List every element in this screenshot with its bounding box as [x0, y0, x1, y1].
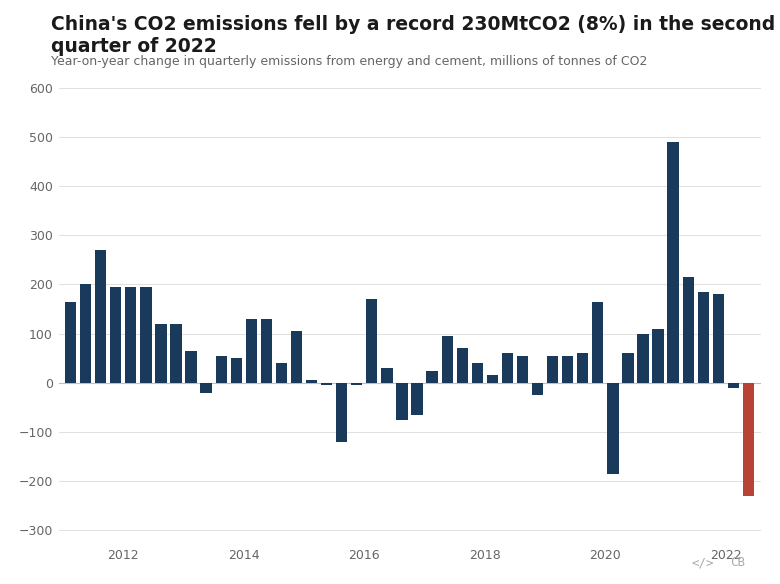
Bar	[140, 287, 151, 383]
Bar	[80, 284, 91, 383]
Bar	[215, 356, 227, 383]
Bar	[291, 331, 302, 383]
Bar	[65, 302, 76, 383]
Text: </>: </>	[691, 557, 714, 569]
Bar	[577, 353, 588, 383]
Bar	[743, 383, 754, 496]
Bar	[682, 277, 694, 383]
Bar	[547, 356, 558, 383]
Bar	[200, 383, 212, 392]
Bar	[728, 383, 739, 388]
Bar	[713, 294, 724, 383]
Bar	[668, 142, 679, 383]
Text: Year-on-year change in quarterly emissions from energy and cement, millions of t: Year-on-year change in quarterly emissio…	[51, 55, 647, 68]
Bar	[276, 363, 287, 383]
Bar	[622, 353, 633, 383]
Bar	[592, 302, 604, 383]
Bar	[427, 370, 438, 383]
Bar	[502, 353, 513, 383]
Bar	[562, 356, 573, 383]
Text: China's CO2 emissions fell by a record 230MtCO2 (8%) in the second quarter of 20: China's CO2 emissions fell by a record 2…	[51, 15, 775, 55]
Text: CB: CB	[730, 557, 745, 569]
Bar	[321, 383, 332, 385]
Bar	[396, 383, 408, 420]
Bar	[306, 380, 317, 383]
Bar	[652, 329, 664, 383]
Bar	[170, 324, 182, 383]
Bar	[110, 287, 122, 383]
Bar	[456, 349, 468, 383]
Bar	[532, 383, 543, 395]
Bar	[125, 287, 136, 383]
Bar	[607, 383, 619, 474]
Bar	[336, 383, 347, 442]
Bar	[472, 363, 483, 383]
Bar	[186, 351, 197, 383]
Bar	[155, 324, 167, 383]
Bar	[637, 333, 649, 383]
Bar	[411, 383, 423, 415]
Bar	[441, 336, 453, 383]
Bar	[487, 376, 498, 383]
Bar	[697, 292, 709, 383]
Bar	[231, 358, 242, 383]
Bar	[246, 319, 257, 383]
Bar	[261, 319, 272, 383]
Bar	[381, 368, 392, 383]
Bar	[351, 383, 363, 385]
Bar	[95, 250, 106, 383]
Bar	[517, 356, 528, 383]
Bar	[366, 299, 378, 383]
